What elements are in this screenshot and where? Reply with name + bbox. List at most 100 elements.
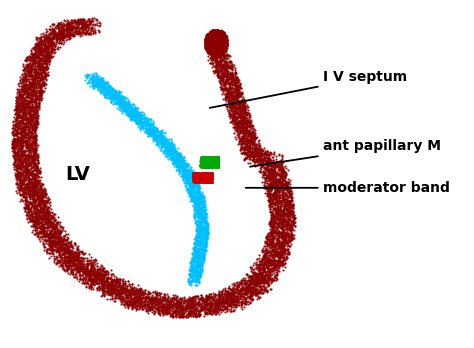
Point	[48, 42, 55, 47]
Point	[66, 256, 74, 262]
Point	[223, 300, 231, 306]
Point	[245, 274, 253, 279]
Point	[201, 44, 209, 49]
Point	[215, 51, 222, 57]
Point	[238, 150, 246, 156]
Point	[50, 255, 58, 261]
Point	[271, 235, 278, 240]
Point	[12, 151, 20, 157]
Point	[36, 59, 44, 64]
Point	[228, 86, 235, 92]
Point	[237, 120, 245, 126]
Point	[71, 262, 78, 268]
Point	[101, 271, 109, 277]
Point	[202, 174, 210, 180]
Point	[201, 202, 208, 207]
Point	[188, 263, 196, 268]
Point	[184, 171, 192, 176]
Point	[161, 147, 169, 153]
Point	[210, 38, 217, 44]
Point	[247, 291, 255, 297]
Point	[240, 123, 247, 129]
Point	[15, 158, 22, 163]
Point	[209, 45, 217, 50]
Point	[216, 55, 223, 61]
Point	[210, 32, 218, 38]
Point	[32, 109, 39, 114]
Point	[265, 156, 273, 161]
Point	[187, 262, 195, 267]
Point	[284, 208, 292, 214]
Point	[269, 199, 277, 205]
Point	[258, 266, 265, 271]
Point	[265, 242, 273, 247]
Point	[200, 216, 208, 222]
Point	[32, 160, 39, 165]
Point	[31, 76, 39, 82]
Point	[40, 230, 47, 236]
Point	[135, 298, 143, 303]
Point	[211, 47, 219, 52]
Point	[272, 181, 279, 186]
Point	[25, 163, 33, 168]
Point	[109, 283, 117, 289]
Point	[72, 19, 79, 24]
Point	[216, 47, 224, 52]
Point	[201, 242, 208, 247]
Point	[197, 206, 204, 212]
Point	[162, 139, 170, 144]
Point	[13, 178, 21, 184]
Point	[86, 21, 94, 26]
Point	[30, 141, 38, 147]
Point	[251, 138, 258, 143]
Point	[213, 35, 221, 40]
Point	[74, 253, 82, 258]
Point	[46, 41, 54, 46]
Point	[125, 282, 133, 287]
Point	[206, 175, 213, 181]
Point	[206, 40, 213, 45]
Point	[174, 303, 182, 309]
Point	[204, 164, 211, 170]
Point	[27, 141, 35, 147]
Point	[219, 53, 227, 58]
Point	[199, 200, 207, 205]
Point	[210, 45, 217, 50]
Point	[179, 172, 187, 177]
Point	[260, 243, 267, 248]
Point	[42, 197, 50, 203]
Point	[23, 166, 31, 171]
Point	[188, 190, 195, 196]
Point	[271, 219, 279, 225]
Point	[34, 177, 42, 183]
Point	[212, 62, 220, 68]
Point	[215, 35, 223, 40]
Point	[28, 50, 36, 56]
Point	[256, 279, 264, 285]
Point	[207, 41, 215, 47]
Point	[32, 189, 39, 195]
Point	[267, 243, 275, 248]
Point	[25, 135, 33, 141]
Point	[32, 172, 40, 177]
Point	[25, 150, 33, 155]
Point	[275, 209, 283, 214]
Point	[67, 259, 75, 264]
Point	[284, 248, 292, 254]
Point	[209, 52, 216, 58]
Point	[248, 149, 255, 155]
Point	[224, 91, 231, 96]
Point	[117, 301, 125, 307]
Point	[247, 151, 255, 156]
Point	[202, 46, 210, 52]
Point	[211, 59, 219, 64]
Point	[251, 144, 259, 150]
Point	[212, 53, 220, 58]
Point	[195, 201, 202, 207]
Point	[198, 204, 206, 209]
Point	[57, 228, 65, 234]
Point	[189, 308, 196, 314]
Point	[197, 162, 204, 168]
Point	[289, 207, 296, 213]
Point	[16, 173, 24, 179]
